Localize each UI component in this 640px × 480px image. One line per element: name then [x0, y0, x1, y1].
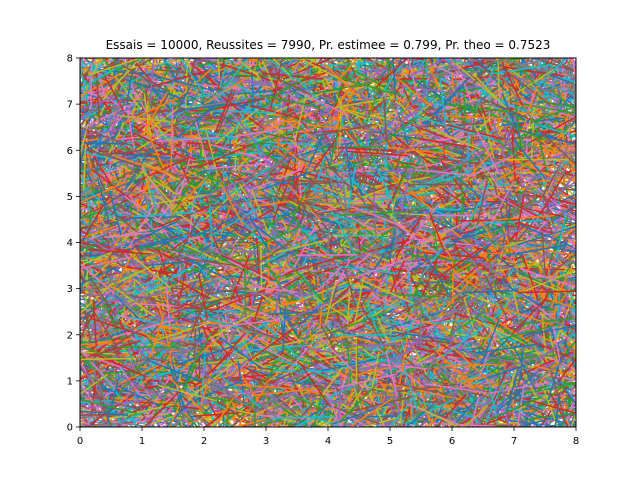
needle-line — [555, 411, 576, 427]
needle-line — [545, 160, 576, 182]
needle-line — [393, 58, 429, 74]
chart-title: Essais = 10000, Reussites = 7990, Pr. es… — [106, 38, 551, 52]
needle-lines — [80, 58, 576, 427]
needle-line — [545, 83, 576, 108]
needle-line — [102, 418, 154, 427]
